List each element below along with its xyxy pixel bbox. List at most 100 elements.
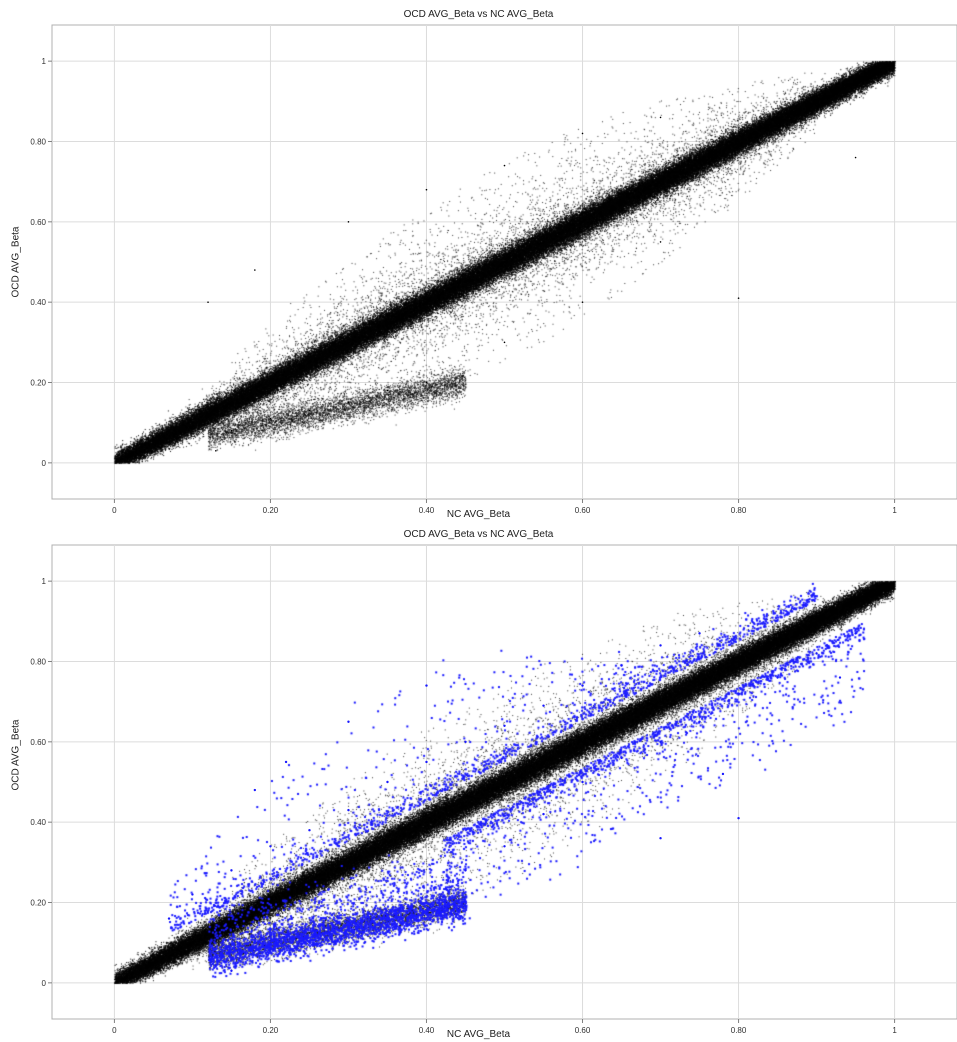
y-tick-label: 0.20 [30,379,46,388]
scatter-point-s0-10 [503,261,506,263]
scatter-point-s1-18 [425,684,428,687]
scatter-point-s0-37 [737,297,740,299]
scatter-point-s0-8 [425,301,428,303]
scatter-point-s0-16 [737,660,740,663]
scatter-point-s0-36 [659,241,662,243]
y-axis-label: OCD AVG_Beta [10,226,22,298]
scatter-point-s0-39 [215,449,217,452]
scatter-point-s0-5 [308,361,311,364]
scatter-point-s0-35 [581,301,584,303]
scatter-point-s0-22 [269,417,272,420]
scatter-point-s0-9 [464,801,467,803]
scatter-point-s1-0 [167,917,171,920]
scatter-point-s1-30 [620,756,623,760]
scatter-point-s0-6 [347,861,350,864]
scatter-point-s0-19 [854,600,857,603]
scatter-point-s1-20 [253,941,257,944]
scatter-point-s0-11 [542,761,545,763]
scatter-point-s0-10 [503,781,506,783]
x-tick-label: 0 [112,506,117,515]
x-tick-label: 0.20 [263,1026,279,1035]
scatter-plot-top: 0 0.20 0.40 0.60 0.80 1 0 0.20 0.40 0.60 0.80 1 [30,24,957,515]
scatter-point-s1-33 [737,692,740,695]
x-axis-label: NC AVG_Beta [446,1029,511,1040]
scatter-point-s0-7 [386,321,389,324]
scatter-point-s1-34 [776,676,779,679]
x-tick-label: 1 [892,506,897,515]
scatter-point-s0-29 [347,221,350,223]
scatter-point-s1-4 [308,829,311,832]
scatter-point-s1-7 [425,760,428,764]
scatter-point-s0-15 [698,680,701,683]
y-tick-label: 0.40 [30,818,46,827]
scatter-point-s1-21 [284,933,288,936]
scatter-point-s0-4 [269,377,272,380]
scatter-point-s1-27 [503,845,506,848]
scatter-point-s1-19 [214,953,218,956]
scatter-plot-bottom: 0 0.20 0.40 0.60 0.80 1 0 0.20 0.40 0.60 0.80 1 [30,544,957,1035]
scatter-point-s0-0 [121,978,124,980]
scatter-point-s1-13 [659,644,662,647]
scatter-point-s1-10 [542,704,545,707]
y-tick-label: 0.60 [30,738,46,747]
y-axis-label: OCD AVG_Beta [10,719,22,791]
scatter-point-s1-39 [659,837,662,840]
scatter-point-s0-7 [386,841,389,844]
y-tick-label: 0 [42,979,47,988]
scatter-point-s0-17 [776,640,779,643]
scatter-point-s0-13 [620,200,623,203]
scatter-point-s0-28 [254,269,256,271]
scatter-point-s0-20 [885,64,888,66]
scatter-point-s1-17 [347,720,350,723]
scatter-point-s0-33 [659,116,662,119]
scatter-point-s1-37 [737,816,740,820]
scatter-point-s0-34 [503,341,506,344]
scatter-point-s1-5 [347,808,350,812]
chart-top: OCD AVG_Beta vs NC AVG_Beta 0 0.20 0.40 0.6… [0,0,957,520]
chart-title: OCD AVG_Beta vs NC AVG_Beta [403,529,554,540]
x-tick-label: 0.60 [575,506,591,515]
scatter-point-s1-14 [698,632,701,635]
chart-bottom: OCD AVG_Beta vs NC AVG_Beta 0 0.20 0.40 0.6… [0,521,957,1042]
x-axis-label: NC AVG_Beta [446,509,511,520]
scatter-point-s1-6 [386,780,389,784]
scatter-point-s0-14 [659,700,662,703]
scatter-point-s0-30 [425,188,428,191]
scatter-point-s1-28 [542,812,545,816]
scatter-point-s0-32 [581,132,584,135]
y-tick-label: 0 [42,459,47,468]
scatter-point-s1-9 [503,724,506,727]
scatter-point-s1-25 [425,901,428,904]
scatter-point-s0-27 [207,301,209,303]
x-tick-label: 0.40 [419,506,435,515]
scatter-point-s0-5 [308,881,311,884]
scatter-point-s0-31 [503,164,506,167]
scatter-point-s0-38 [854,156,857,159]
scatter-point-s1-29 [581,780,584,784]
scatter-point-s0-15 [698,160,701,163]
y-tick-label: 0.80 [30,137,46,146]
scatter-point-s1-38 [721,772,725,776]
y-tick-label: 0.40 [30,298,46,307]
scatter-point-s0-1 [152,441,155,444]
scatter-point-s1-16 [284,760,288,764]
y-tick-label: 0.80 [30,657,46,666]
x-tick-label: 0.60 [575,1026,591,1035]
scatter-point-s1-3 [269,845,272,848]
scatter-point-s1-1 [191,893,194,896]
scatter-point-s0-8 [425,821,428,823]
scatter-point-s0-2 [191,941,194,944]
scatter-point-s0-6 [347,341,350,344]
y-tick-label: 1 [42,57,47,66]
scatter-point-s0-12 [581,221,584,223]
scatter-point-s1-36 [854,632,857,635]
x-tick-label: 0.80 [731,1026,747,1035]
scatter-point-s1-11 [581,684,584,687]
scatter-point-s1-40 [230,969,233,972]
x-tick-label: 1 [892,1026,897,1035]
scatter-point-s0-0 [121,458,124,460]
scatter-point-s1-22 [316,929,319,932]
scatter-point-s1-32 [698,720,701,723]
scatter-point-s0-25 [386,389,389,392]
scatter-point-s1-8 [464,740,467,744]
